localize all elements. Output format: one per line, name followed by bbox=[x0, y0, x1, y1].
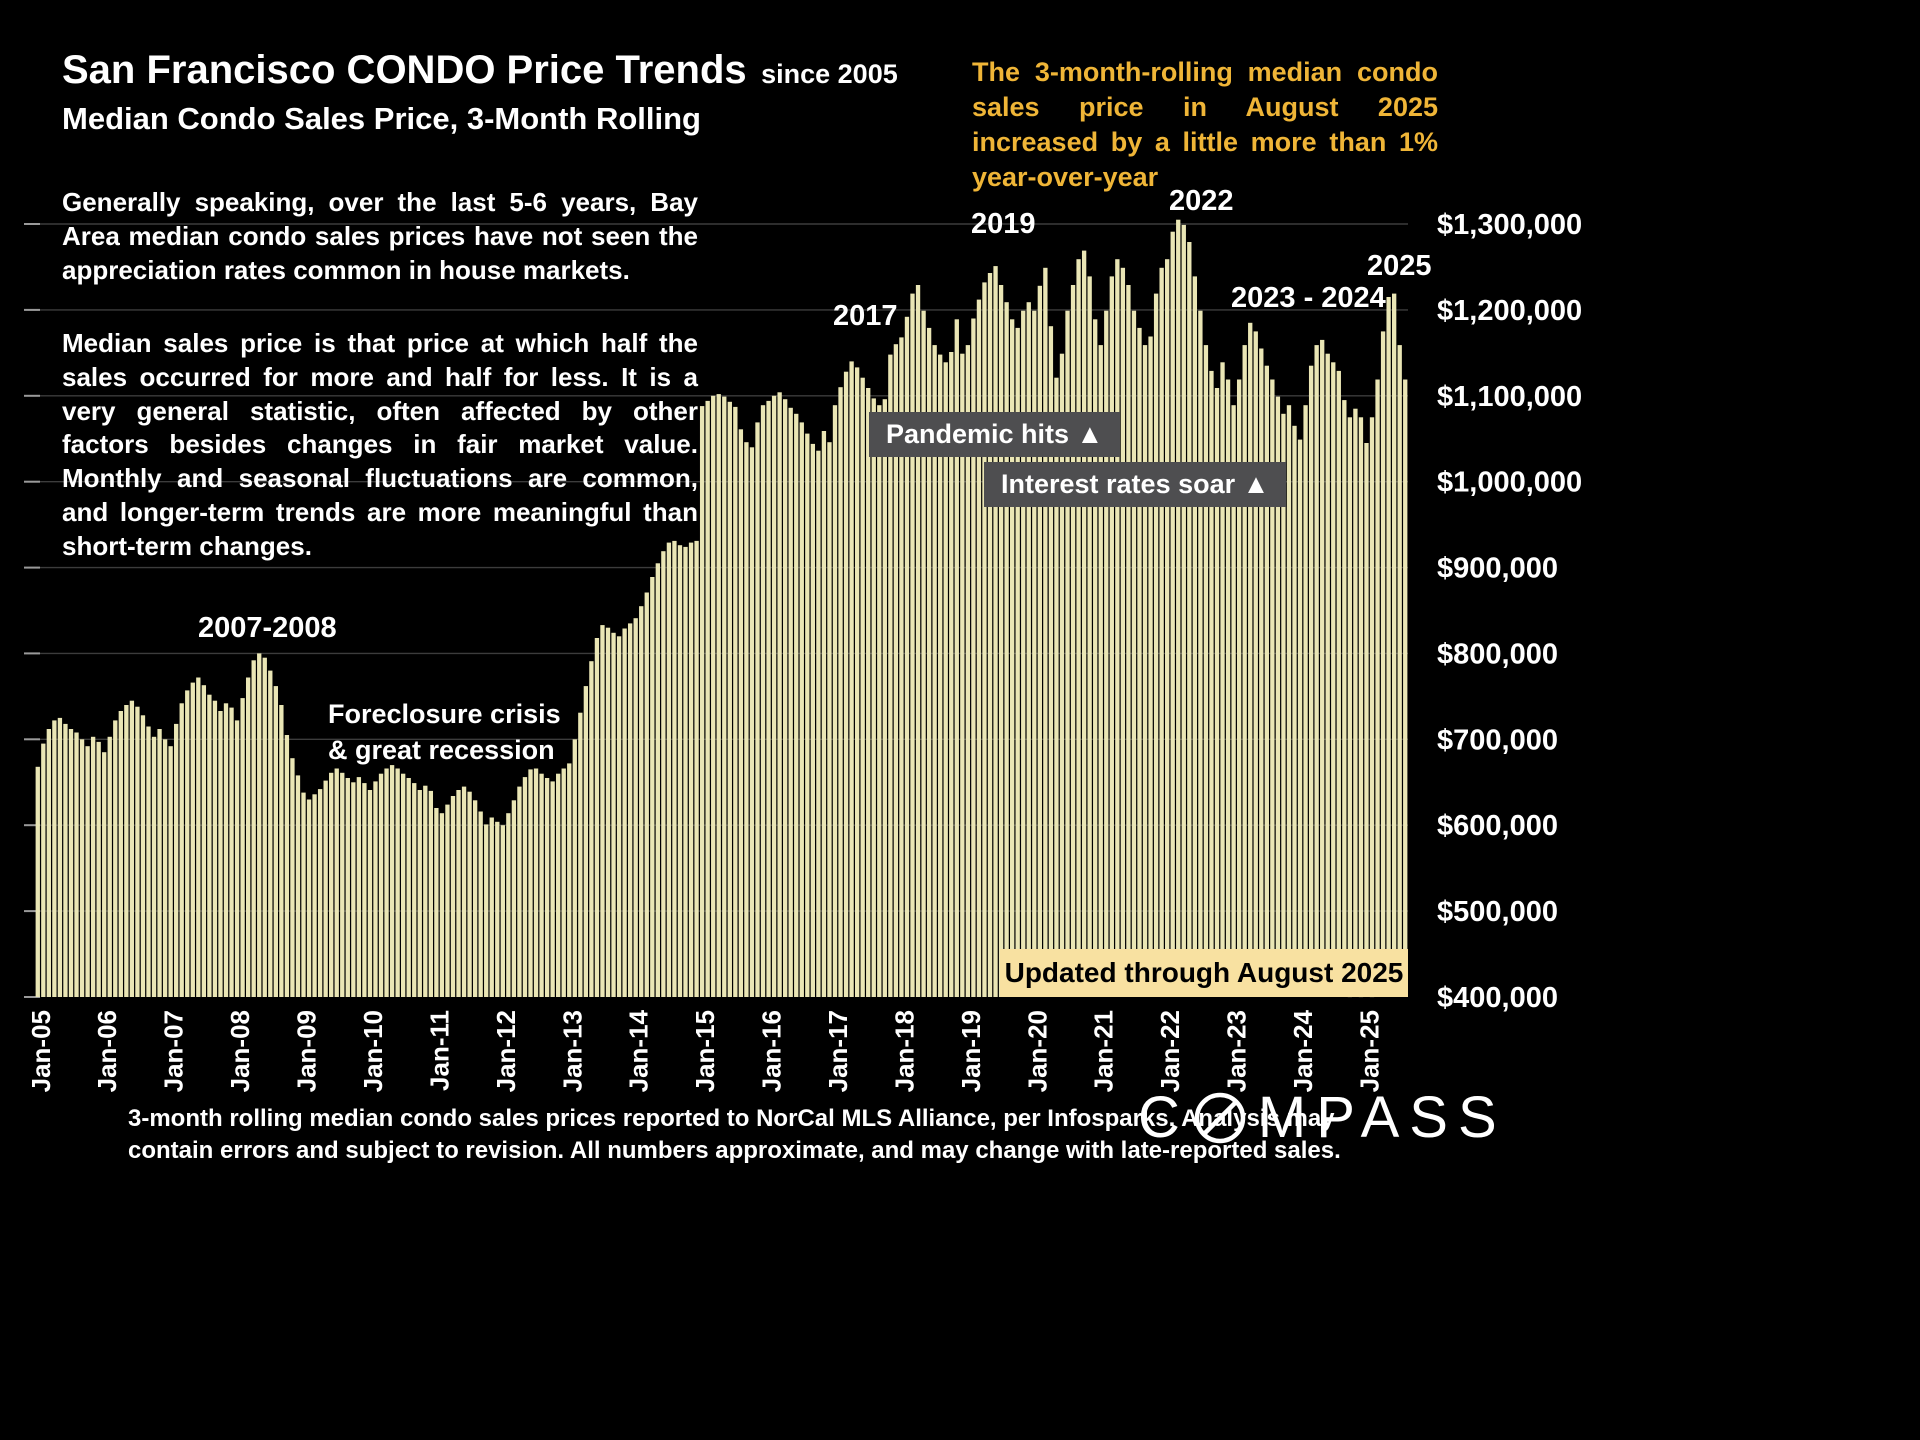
svg-text:Jan-21: Jan-21 bbox=[1089, 1010, 1119, 1092]
title-since: since 2005 bbox=[761, 59, 898, 89]
footnote: 3-month rolling median condo sales price… bbox=[128, 1103, 1341, 1168]
annotation-foreclosure-line1: Foreclosure crisis bbox=[328, 699, 561, 729]
svg-text:$1,100,000: $1,100,000 bbox=[1437, 381, 1582, 413]
svg-text:Jan-10: Jan-10 bbox=[358, 1010, 388, 1092]
annotation-2023-2024: 2023 - 2024 bbox=[1231, 282, 1386, 314]
svg-text:Jan-18: Jan-18 bbox=[889, 1010, 919, 1092]
compass-o-icon bbox=[1194, 1092, 1246, 1143]
svg-text:$1,200,000: $1,200,000 bbox=[1437, 295, 1582, 327]
svg-text:Jan-07: Jan-07 bbox=[159, 1010, 189, 1092]
annotation-2007-2008: 2007-2008 bbox=[198, 612, 337, 644]
annotation-2019: 2019 bbox=[971, 208, 1036, 240]
commentary-paragraph-1: Generally speaking, over the last 5-6 ye… bbox=[62, 187, 698, 285]
svg-text:Jan-16: Jan-16 bbox=[757, 1010, 787, 1092]
svg-text:$800,000: $800,000 bbox=[1437, 638, 1558, 670]
compass-logo: C MPASS bbox=[1138, 1084, 1507, 1151]
svg-text:Jan-19: Jan-19 bbox=[956, 1010, 986, 1092]
svg-text:$1,300,000: $1,300,000 bbox=[1437, 209, 1582, 241]
svg-text:Jan-05: Jan-05 bbox=[26, 1010, 56, 1092]
title-block: San Francisco CONDO Price Trends since 2… bbox=[62, 48, 898, 137]
annotation-2022: 2022 bbox=[1169, 185, 1234, 217]
annotation-foreclosure-line2: & great recession bbox=[328, 735, 555, 766]
highlight-note: The 3-month-rolling median condo sales p… bbox=[972, 57, 1438, 193]
svg-text:Jan-20: Jan-20 bbox=[1022, 1010, 1052, 1092]
compass-logo-c: C bbox=[1138, 1085, 1190, 1150]
title-line: San Francisco CONDO Price Trends since 2… bbox=[62, 48, 898, 93]
commentary-paragraph-2: Median sales price is that price at whic… bbox=[62, 328, 698, 561]
svg-text:Jan-09: Jan-09 bbox=[292, 1010, 322, 1092]
svg-text:$600,000: $600,000 bbox=[1437, 810, 1558, 842]
svg-text:Jan-15: Jan-15 bbox=[690, 1010, 720, 1092]
footnote-line2: contain errors and subject to revision. … bbox=[128, 1137, 1341, 1165]
svg-text:$900,000: $900,000 bbox=[1437, 553, 1558, 585]
callout-interest-rates-soar: Interest rates soar ▲ bbox=[984, 462, 1287, 507]
svg-text:Jan-23: Jan-23 bbox=[1222, 1010, 1252, 1092]
svg-text:$700,000: $700,000 bbox=[1437, 724, 1558, 756]
footnote-line1: 3-month rolling median condo sales price… bbox=[128, 1105, 1335, 1132]
price-bars-group bbox=[35, 219, 1408, 998]
svg-text:Jan-24: Jan-24 bbox=[1288, 1009, 1318, 1092]
svg-text:Jan-14: Jan-14 bbox=[624, 1009, 654, 1092]
svg-text:Jan-08: Jan-08 bbox=[225, 1010, 255, 1092]
svg-text:Jan-13: Jan-13 bbox=[557, 1010, 587, 1092]
callout-pandemic-hits: Pandemic hits ▲ bbox=[869, 412, 1121, 457]
svg-text:$400,000: $400,000 bbox=[1437, 982, 1558, 1014]
annotation-2017: 2017 bbox=[833, 300, 898, 332]
x-axis-labels-group: Jan-05 Jan-06 Jan-07 Jan-08 Jan-09 Jan-10 Jan-… bbox=[26, 1009, 1385, 1092]
svg-text:$500,000: $500,000 bbox=[1437, 896, 1558, 928]
updated-through-badge: Updated through August 2025 bbox=[1000, 949, 1408, 997]
svg-text:Jan-12: Jan-12 bbox=[491, 1010, 521, 1092]
compass-logo-mpass: MPASS bbox=[1257, 1085, 1507, 1150]
svg-text:Jan-11: Jan-11 bbox=[424, 1010, 454, 1091]
annotation-2025: 2025 bbox=[1367, 250, 1432, 282]
annotation-foreclosure-crisis: Foreclosure crisis & great recession bbox=[328, 696, 561, 769]
page-subtitle: Median Condo Sales Price, 3-Month Rollin… bbox=[62, 101, 701, 136]
y-axis-labels-group: $400,000 $500,000 $600,000 $700,000 $800,000… bbox=[1437, 209, 1582, 1014]
svg-text:Jan-06: Jan-06 bbox=[92, 1010, 122, 1092]
page-title: San Francisco CONDO Price Trends bbox=[62, 48, 747, 92]
svg-text:Jan-22: Jan-22 bbox=[1155, 1010, 1185, 1092]
y-axis-ticks-group bbox=[24, 223, 40, 998]
svg-text:Jan-25: Jan-25 bbox=[1355, 1010, 1385, 1092]
svg-text:$1,000,000: $1,000,000 bbox=[1437, 467, 1582, 499]
svg-text:Jan-17: Jan-17 bbox=[823, 1010, 853, 1092]
